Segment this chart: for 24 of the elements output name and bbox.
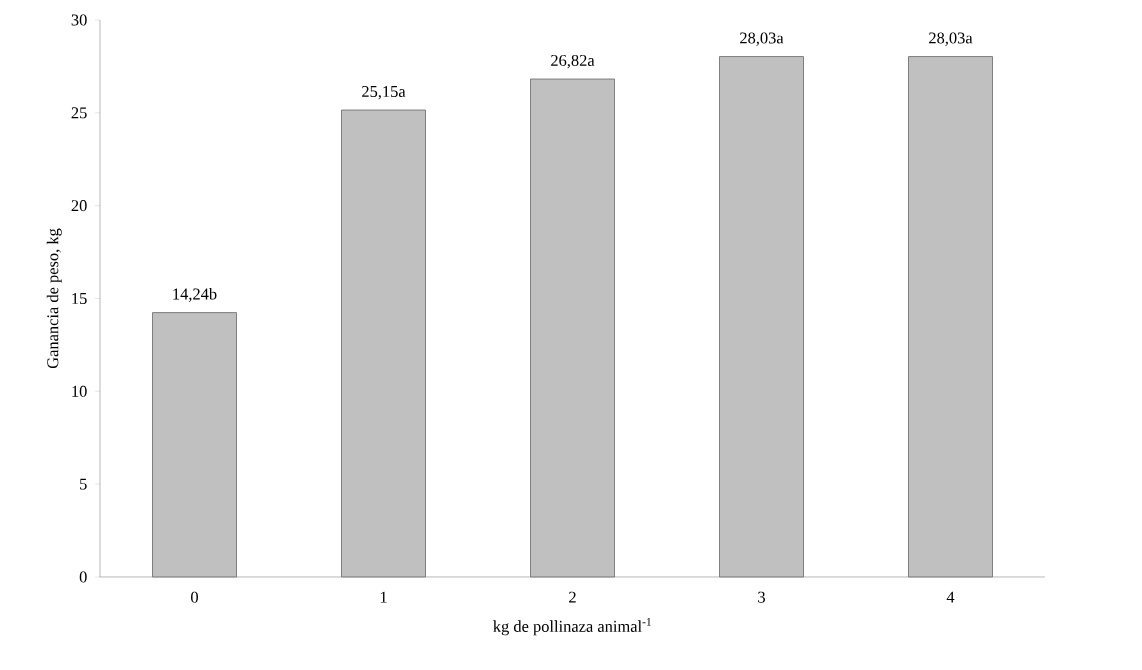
bar	[719, 56, 804, 578]
x-axis-title: kg de pollinaza animal$^{-1}$	[493, 617, 651, 636]
x-tick-label: 1	[380, 591, 387, 603]
data-label: 25,15a	[362, 85, 406, 100]
y-tick-label: 30	[71, 14, 87, 26]
y-tick-label: 25	[71, 107, 87, 119]
y-tick-label: 20	[71, 200, 87, 212]
y-tick-label: 10	[72, 385, 87, 397]
y-tick-label: 0	[79, 571, 87, 583]
data-label: 26,82a	[551, 54, 595, 69]
y-tick-label: 5	[80, 478, 87, 490]
bar	[341, 109, 426, 578]
y-tick-label: 15	[72, 292, 87, 304]
y-axis-title: Ganancia de peso, kg	[46, 228, 62, 369]
bar	[908, 56, 993, 578]
x-tick-label: 4	[946, 591, 955, 603]
x-tick-label: 3	[758, 591, 765, 603]
data-label: 14,24b	[173, 287, 217, 302]
data-label: 28,03a	[929, 32, 973, 46]
data-label: 28,03a	[740, 32, 784, 46]
bar	[152, 312, 237, 578]
bar	[530, 78, 615, 578]
x-tick-label: 2	[569, 591, 576, 603]
x-tick-label: 0	[191, 591, 198, 603]
